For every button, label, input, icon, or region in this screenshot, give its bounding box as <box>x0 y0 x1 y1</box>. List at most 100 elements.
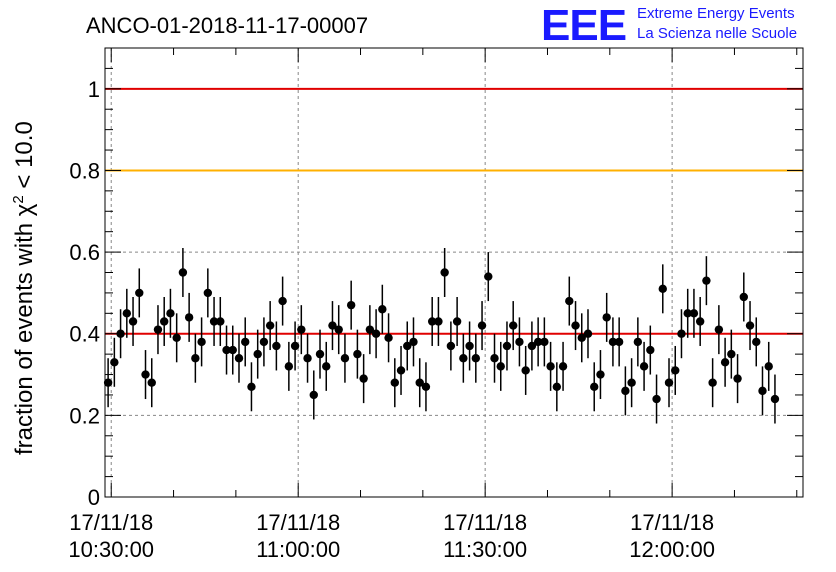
data-point <box>583 329 593 338</box>
data-point <box>203 288 213 298</box>
data-point <box>664 378 674 387</box>
data-point <box>209 317 219 326</box>
data-point <box>677 329 686 338</box>
data-point <box>265 321 275 330</box>
data-point <box>652 394 661 404</box>
data-point <box>216 317 225 326</box>
data-point <box>415 378 424 387</box>
eee-logo: EEE Extreme Energy Events La Scienza nel… <box>541 1 797 50</box>
data-point <box>565 296 574 306</box>
data-point <box>191 354 200 363</box>
data-point <box>409 337 418 347</box>
data-point <box>490 354 499 363</box>
data-point <box>683 309 692 318</box>
data-point <box>770 394 780 404</box>
data-point <box>546 362 555 371</box>
data-point <box>496 362 505 371</box>
data-point <box>346 300 356 310</box>
data-point <box>590 382 599 391</box>
data-point <box>427 317 437 326</box>
data-point <box>147 378 156 387</box>
plot-area: 00.20.40.60.8117/11/1810:30:0017/11/1811… <box>68 47 804 562</box>
data-point <box>695 317 705 326</box>
data-point <box>153 325 163 334</box>
chart-title: ANCO-01-2018-11-17-00007 <box>86 13 368 38</box>
data-point <box>552 382 562 391</box>
data-point <box>396 366 406 375</box>
data-point <box>178 268 188 277</box>
data-point <box>384 333 393 343</box>
data-point <box>515 337 524 347</box>
data-point <box>228 345 237 355</box>
data-point <box>540 337 549 347</box>
plot-frame <box>104 47 804 498</box>
data-point <box>558 362 568 371</box>
data-point <box>465 341 474 351</box>
data-point <box>122 309 132 318</box>
data-point <box>322 362 331 371</box>
data-point <box>452 317 462 326</box>
data-point <box>234 354 244 363</box>
data-point <box>403 341 412 351</box>
data-point <box>752 337 761 347</box>
data-point <box>222 345 231 355</box>
data-point <box>509 321 518 330</box>
data-point <box>103 378 113 387</box>
x-tick-label-time: 11:00:00 <box>256 537 340 562</box>
data-point <box>608 337 618 347</box>
data-point <box>340 354 350 363</box>
x-tick-label-time: 10:30:00 <box>68 537 154 562</box>
data-point <box>639 362 649 371</box>
data-point <box>353 349 362 359</box>
data-point <box>764 362 773 371</box>
x-tick-label-date: 17/11/18 <box>256 510 340 535</box>
data-point <box>172 333 181 343</box>
data-point <box>596 370 605 379</box>
y-tick-label: 0.8 <box>69 158 100 183</box>
x-tick-label-time: 11:30:00 <box>443 537 527 562</box>
data-point <box>533 337 543 347</box>
data-point <box>297 325 306 334</box>
data-point <box>241 337 250 347</box>
y-tick-label: 1 <box>88 77 100 102</box>
data-point <box>328 321 337 330</box>
data-point <box>471 354 481 363</box>
data-point <box>527 341 537 351</box>
data-point <box>290 341 300 351</box>
data-point <box>303 354 312 363</box>
data-point <box>689 309 699 318</box>
data-point <box>446 341 456 351</box>
data-point <box>720 358 730 367</box>
data-point <box>627 378 636 387</box>
data-point <box>733 374 742 383</box>
data-point <box>135 288 144 298</box>
data-point <box>284 362 294 371</box>
data-point <box>278 296 287 306</box>
data-point <box>440 268 449 277</box>
data-point <box>714 325 724 334</box>
data-point <box>371 329 381 338</box>
data-point <box>521 366 530 375</box>
data-point <box>459 354 468 363</box>
data-point <box>272 341 281 351</box>
data-point <box>315 349 325 359</box>
data-point <box>247 382 256 391</box>
data-point <box>359 374 368 383</box>
data-point <box>702 276 711 285</box>
y-tick-label: 0.6 <box>69 240 100 265</box>
x-tick-label-time: 12:00:00 <box>629 537 715 562</box>
logo-line-1: Extreme Energy Events <box>637 5 795 22</box>
data-point <box>614 337 624 347</box>
data-point <box>184 313 194 322</box>
data-point <box>141 370 150 379</box>
y-axis-label: fraction of events with χ2 < 10.0 <box>10 121 38 455</box>
data-point <box>484 272 493 281</box>
data-point <box>365 325 375 334</box>
y-tick-label: 0.2 <box>69 403 100 428</box>
data-point <box>421 382 431 391</box>
data-point <box>577 333 586 343</box>
data-point <box>646 345 655 355</box>
data-point <box>727 349 736 359</box>
data-point <box>434 317 443 326</box>
x-tick-label-date: 17/11/18 <box>69 510 153 535</box>
